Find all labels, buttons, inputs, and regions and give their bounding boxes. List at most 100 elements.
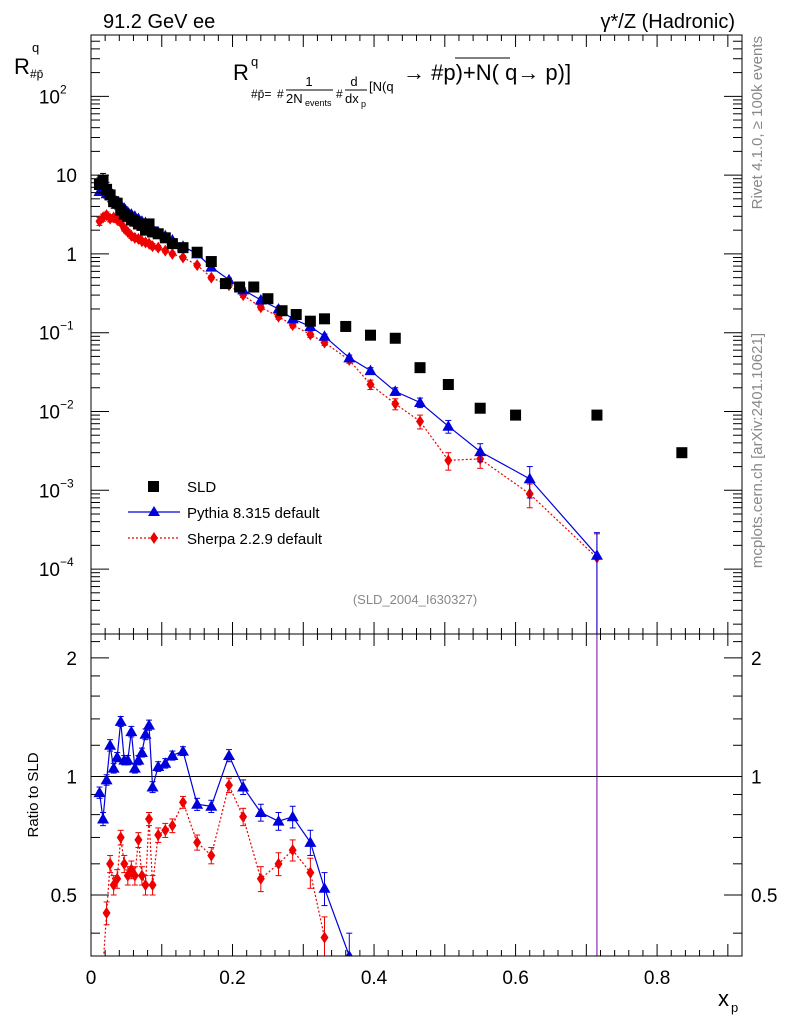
- ratio-point-sherpa: [137, 869, 146, 882]
- main-line-sherpa: [99, 214, 598, 559]
- main-point-pythia: [523, 472, 536, 484]
- main-point-sld: [304, 315, 316, 327]
- ratio-point-pythia: [143, 719, 156, 730]
- main-point-sld: [159, 232, 171, 244]
- main-y-tick-label: 10: [39, 402, 60, 423]
- main-point-sld: [389, 332, 401, 344]
- main-y-tick-label: 10: [39, 481, 60, 502]
- ratio-point-pythia: [139, 728, 152, 739]
- main-point-sld: [152, 228, 164, 240]
- main-point-sld: [510, 409, 522, 421]
- ratio-point-sherpa: [116, 831, 125, 844]
- ratio-point-pythia: [166, 749, 179, 761]
- ratio-point-sherpa: [320, 931, 329, 944]
- main-point-sherpa: [444, 454, 453, 467]
- main-point-sld: [101, 183, 113, 195]
- ratio-point-sherpa: [178, 796, 187, 809]
- main-series-pythia: [93, 183, 603, 634]
- main-point-pythia: [318, 330, 331, 341]
- ratio-point-pythia: [272, 815, 285, 826]
- formula-frac2-den: dx: [345, 91, 359, 106]
- main-point-sherpa: [306, 328, 315, 341]
- formula-hash-b: #: [336, 87, 343, 101]
- formula-lhs: R: [233, 60, 249, 85]
- main-point-sld: [191, 246, 203, 258]
- main-ylabel-sup: q: [32, 40, 39, 55]
- x-axis-title-sub: p: [731, 1000, 738, 1015]
- main-point-sld: [219, 278, 231, 290]
- ratio-point-pythia: [286, 810, 299, 822]
- ratio-y-tick-label: 0.5: [51, 886, 77, 907]
- ratio-point-pythia: [111, 751, 124, 762]
- formula-frac2-num: d: [350, 74, 357, 89]
- main-y-tick-label: 10: [39, 324, 60, 345]
- formula-hash-a: #: [277, 87, 284, 101]
- main-point-sld: [234, 281, 246, 293]
- ratio-point-sherpa: [161, 824, 170, 837]
- ratio-point-sherpa: [102, 907, 111, 920]
- main-point-sld: [97, 174, 109, 186]
- ratio-point-pythia: [121, 754, 134, 765]
- ratio-point-pythia: [152, 760, 165, 771]
- ratio-point-sherpa: [148, 879, 157, 892]
- main-point-pythia: [474, 445, 487, 457]
- x-axis-title: x p: [718, 986, 738, 1015]
- main-point-sld: [319, 313, 331, 325]
- legend: SLD Pythia 8.315 default Sherpa 2.2.9 de…: [128, 479, 323, 548]
- ratio-point-pythia: [100, 773, 113, 785]
- ratio-ylabel: Ratio to SLD: [25, 752, 42, 837]
- main-y-tick-label: 10: [39, 87, 60, 108]
- legend-item-sherpa: Sherpa 2.2.9 default: [128, 531, 323, 548]
- main-y-tick-exp: −1: [60, 319, 74, 333]
- ratio-plot-area: [91, 715, 742, 956]
- ratio-point-sherpa: [168, 819, 177, 832]
- main-point-pythia: [590, 549, 603, 560]
- main-point-pythia: [343, 351, 356, 363]
- ratio-point-sherpa: [274, 857, 283, 870]
- ratio-point-pythia: [191, 798, 204, 809]
- main-y-tick-exp: −3: [60, 476, 74, 490]
- main-point-sld: [104, 189, 116, 201]
- main-point-sld: [676, 447, 688, 459]
- ratio-point-pythia: [176, 745, 189, 756]
- main-point-sherpa: [120, 222, 129, 235]
- ratio-point-sherpa: [106, 857, 115, 870]
- ratio-point-sherpa: [141, 879, 150, 892]
- ratio-y-tick-label: 1: [66, 767, 77, 788]
- x-axis-title-text: x: [718, 986, 729, 1011]
- main-point-sld: [147, 226, 159, 238]
- legend-marker-pythia: [148, 506, 160, 516]
- main-ylabel-sub: #p̄: [30, 67, 44, 81]
- ratio-point-sherpa: [193, 836, 202, 849]
- ratio-point-sherpa: [113, 872, 122, 885]
- ratio-point-sherpa: [256, 872, 265, 885]
- formula-frac2-den-sub: p: [361, 99, 366, 109]
- formula-frac1-den: 2N: [286, 91, 303, 106]
- main-point-sherpa: [391, 397, 400, 410]
- main-point-pythia: [414, 396, 427, 408]
- ratio-point-pythia: [135, 746, 148, 758]
- ratio-point-pythia: [132, 754, 145, 765]
- main-point-sherpa: [168, 247, 177, 260]
- x-tick-label: 0.8: [644, 968, 670, 989]
- main-y-tick-label: 1: [66, 245, 77, 266]
- formula-frac1-den-sub: events: [305, 98, 332, 108]
- ratio-point-pythia: [128, 762, 141, 773]
- main-point-pythia: [364, 364, 377, 376]
- main-y-tick-exp: −2: [60, 397, 74, 411]
- ratio-point-sherpa: [224, 779, 233, 792]
- main-point-sld: [290, 309, 302, 321]
- legend-label-sherpa: Sherpa 2.2.9 default: [187, 531, 323, 548]
- ratio-point-sherpa: [120, 857, 129, 870]
- x-tick-label: 0.4: [361, 968, 388, 989]
- ratio-point-pythia: [254, 806, 267, 817]
- main-point-sherpa: [148, 240, 157, 253]
- formula-frac1-num: 1: [305, 74, 312, 89]
- ratio-point-pythia: [205, 800, 218, 811]
- ratio-point-pythia: [93, 786, 106, 798]
- main-point-pythia: [389, 385, 402, 396]
- formula-tail-big: → #p)+N( q→ p)]: [403, 60, 571, 85]
- ratio-point-pythia: [125, 725, 138, 737]
- formula-lhs-sub: #p̄=: [251, 87, 271, 101]
